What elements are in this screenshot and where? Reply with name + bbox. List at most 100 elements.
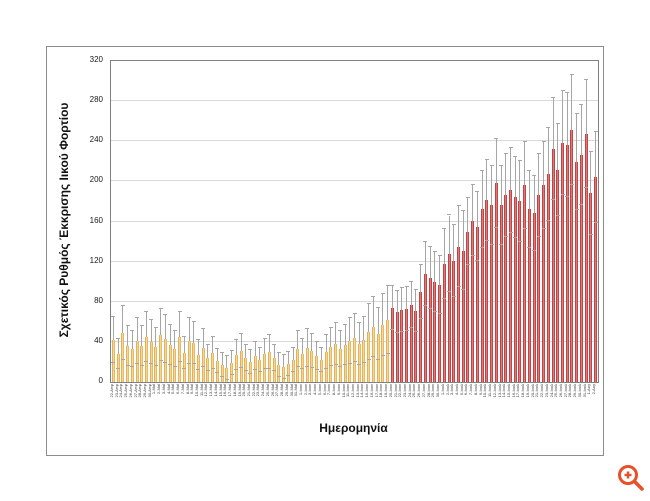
error-bar-whisker [245,344,247,358]
error-bar-whisker [316,341,318,356]
error-bar-cap-top [333,321,338,323]
error-bar-whisker [576,114,578,163]
error-bar-whisker [387,285,389,320]
error-bar-cap-bottom [588,233,593,235]
error-bar-cap-top [120,304,125,306]
error-bar-cap-top [295,329,300,331]
bar [570,130,574,382]
bar [225,367,229,382]
error-bar-cap-bottom [366,358,371,360]
bar [499,205,503,382]
bar [357,343,361,382]
error-bar-cap-bottom [527,246,532,248]
error-bar-cap-bottom [565,196,570,198]
bar [305,347,309,382]
error-bar-whisker [212,336,214,353]
error-bar-cap-top [149,318,154,320]
error-bar-whisker [557,124,559,171]
bar [376,333,380,382]
error-bar-cap-bottom [172,365,177,367]
bar [201,347,205,382]
bar [428,277,432,382]
error-bar-whisker [481,171,483,210]
error-bar-whisker [221,352,223,365]
error-bar-cap-bottom [168,363,173,365]
error-bar-whisker [472,185,474,221]
error-bar-cap-bottom [300,367,305,369]
bar [267,351,271,382]
error-bar-cap-bottom [135,362,139,364]
error-bar-cap-bottom [262,367,267,369]
error-bar-whisker [415,289,417,311]
error-bar-cap-bottom [489,243,494,245]
error-bar-cap-top [253,340,258,342]
error-bar-cap-top [423,240,428,242]
bar [509,190,513,382]
error-bar-whisker [391,285,393,308]
error-bar-cap-bottom [196,368,201,370]
error-bar-cap-bottom [144,360,149,362]
error-bar-cap-top [352,312,357,314]
error-bar-whisker [434,251,436,282]
bar [126,345,130,382]
bar [542,185,546,382]
bar [234,354,238,382]
error-bar-cap-bottom [347,362,352,364]
error-bar-cap-bottom [385,352,390,354]
error-bar-cap-top [229,349,234,351]
error-bar-cap-bottom [305,365,310,367]
error-bar-whisker [292,347,294,360]
error-bar-cap-top [399,286,404,288]
error-bar-cap-top [239,332,244,334]
error-bar-cap-bottom [319,370,324,372]
error-bar-cap-top [366,302,371,304]
bar [343,344,347,382]
bar [253,355,257,382]
zoom-in-icon[interactable] [615,462,647,494]
error-bar-whisker [382,293,384,325]
bar [140,345,144,382]
error-bar-cap-bottom [248,372,253,374]
bar [248,361,252,382]
error-bar-cap-bottom [229,373,234,375]
error-bar-whisker [439,255,441,285]
bar [400,309,404,382]
error-bar-cap-bottom [333,363,338,365]
error-bar-whisker [202,328,204,348]
error-bar-whisker [335,322,337,344]
bar [338,348,342,382]
bar [556,170,560,382]
error-bar-cap-bottom [418,317,423,319]
error-bar-cap-top [305,327,310,329]
error-bar-cap-bottom [555,215,560,217]
error-bar-cap-bottom [295,365,300,367]
error-bar-cap-top [588,151,593,153]
error-bar-cap-bottom [116,367,121,369]
error-bar-cap-bottom [182,367,187,369]
error-bar-cap-top [135,316,139,318]
bar [163,338,167,382]
error-bar-cap-bottom [314,368,319,370]
error-bar-whisker [169,324,171,345]
error-bar-whisker [207,344,209,358]
error-bar-whisker [585,80,587,135]
error-bar-whisker [401,287,403,310]
bar [433,281,437,382]
error-bar-cap-bottom [352,360,357,362]
error-bar-whisker [467,198,469,232]
error-bar-cap-bottom [560,194,565,196]
bar [211,352,215,382]
error-bar-cap-bottom [376,358,381,360]
error-bar-cap-top [508,147,513,149]
error-bar-cap-top [551,97,556,99]
error-bar-whisker [301,338,303,354]
bar [442,263,446,382]
error-bar-cap-bottom [253,368,258,370]
error-bar-whisker [145,311,147,337]
chart-container: Σχετικός Ρυθμός Έκκρισης Ιικού Φορτίου 0… [46,46,604,456]
error-bar-cap-top [324,333,329,335]
error-bar-whisker [528,171,530,210]
y-tick-label: 200 [89,175,103,185]
error-bar-cap-bottom [291,370,296,372]
error-bar-cap-top [409,280,414,282]
